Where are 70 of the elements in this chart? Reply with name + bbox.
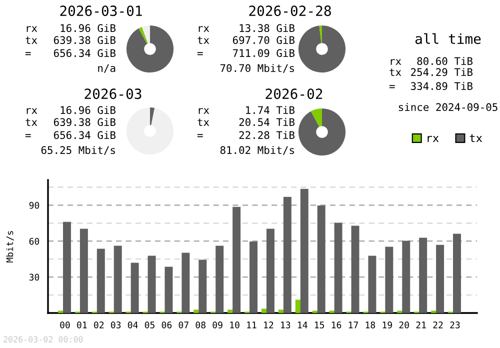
text: 16.96 GiB xyxy=(60,24,116,32)
x-tick-label: 18 xyxy=(366,322,376,328)
text: 13.38 GiB xyxy=(240,24,295,32)
x-tick-label: 00 xyxy=(60,322,70,328)
text: 22.28 TiB xyxy=(239,130,295,140)
text: 639.38 GiB xyxy=(54,118,116,126)
text: = xyxy=(197,134,203,138)
text: = xyxy=(25,52,31,56)
y-tick-label: 30 xyxy=(29,274,40,281)
text: all time xyxy=(415,33,481,44)
text: 70.70 Mbit/s xyxy=(220,64,294,73)
text: 81.02 Mbit/s xyxy=(220,146,294,155)
text: 656.34 GiB xyxy=(54,48,116,58)
text: since 2024-09-05 xyxy=(398,102,498,112)
x-tick-label: 04 xyxy=(128,322,138,328)
text: 20.54 TiB xyxy=(239,118,295,126)
text: rx xyxy=(26,108,38,114)
text: 254.29 TiB xyxy=(411,68,473,76)
text: rx xyxy=(198,26,210,32)
x-tick-label: 02 xyxy=(94,322,104,328)
x-tick-label: 10 xyxy=(230,322,240,328)
y-tick-label: 90 xyxy=(29,202,40,209)
text: tx xyxy=(198,36,210,44)
x-tick-label: 14 xyxy=(298,322,308,328)
text: tx xyxy=(198,118,210,126)
text: 16.96 GiB xyxy=(60,106,116,114)
x-tick-label: 19 xyxy=(382,322,392,328)
text: 711.09 GiB xyxy=(232,48,295,58)
text: 697.70 GiB xyxy=(232,36,295,44)
x-tick-label: 17 xyxy=(348,322,358,328)
legend-label: rx xyxy=(428,136,439,142)
chart-title: 2026-02-28 xyxy=(249,6,331,16)
text: rx xyxy=(26,26,38,32)
x-tick-label: 21 xyxy=(416,322,426,328)
text: 65.25 Mbit/s xyxy=(41,146,115,155)
text: 656.34 GiB xyxy=(54,130,116,140)
text: n/a xyxy=(98,64,116,73)
legend-label: tx xyxy=(470,134,482,142)
text: 334.89 TiB xyxy=(410,82,473,90)
y-axis-title: Mbit/s xyxy=(6,231,14,262)
chart-title: 2026-03 xyxy=(84,88,142,100)
text: = xyxy=(389,85,395,88)
x-tick-label: 20 xyxy=(399,322,409,328)
text: = xyxy=(25,134,31,138)
text: tx xyxy=(26,118,38,126)
x-tick-label: 16 xyxy=(332,322,342,328)
chart-title: 2026-03-01 xyxy=(60,6,142,16)
x-tick-label: 13 xyxy=(281,322,290,328)
x-tick-label: 06 xyxy=(162,322,172,328)
x-tick-label: 15 xyxy=(314,322,324,328)
chart-title: 2026-02 xyxy=(266,88,322,100)
x-tick-label: 12 xyxy=(264,322,274,328)
x-tick-label: 08 xyxy=(196,322,206,328)
x-tick-label: 05 xyxy=(144,322,154,328)
text: = xyxy=(197,52,203,56)
x-tick-label: 23 xyxy=(450,322,460,328)
x-tick-label: 07 xyxy=(178,322,188,328)
x-tick-label: 09 xyxy=(212,322,222,328)
text: 639.38 GiB xyxy=(54,36,116,44)
text: 80.60 TiB xyxy=(417,56,473,66)
x-tick-label: 03 xyxy=(110,322,121,328)
x-tick-label: 22 xyxy=(433,322,443,328)
x-tick-label: 11 xyxy=(247,322,256,328)
text: tx xyxy=(390,68,402,76)
x-tick-label: 01 xyxy=(77,322,87,328)
text: tx xyxy=(26,36,38,44)
text: rx xyxy=(198,108,210,114)
y-tick-label: 60 xyxy=(29,238,40,245)
text: rx xyxy=(390,59,402,65)
text: 1.74 TiB xyxy=(246,106,295,114)
